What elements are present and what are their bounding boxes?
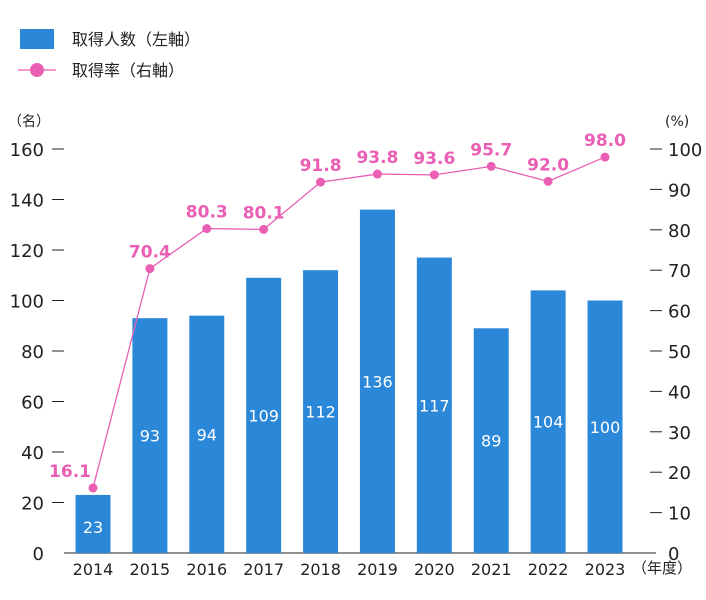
bar (303, 270, 339, 553)
right-tick-label: 80 (668, 221, 691, 242)
left-axis-unit: （名） (8, 114, 50, 130)
left-tick-label: 140 (10, 191, 44, 212)
rate-point (429, 170, 439, 180)
rate-point (372, 169, 382, 179)
x-axis-label: （年度） (632, 559, 692, 577)
left-axis: 0 20 40 60 80 100 120 140 160 (10, 140, 64, 565)
bar-series: 23 93 94 109 112 136 117 89 104 100 (75, 209, 623, 553)
x-tick-label: 2023 (585, 560, 626, 579)
x-axis-ticks: 2014 2015 2016 2017 2018 2019 2020 2021 2022 2023 (73, 560, 626, 579)
rate-point (486, 161, 496, 171)
right-axis-unit: (%) (665, 114, 689, 130)
bar (530, 290, 566, 553)
rate-point (316, 177, 326, 187)
x-tick-label: 2021 (471, 560, 512, 579)
bar (587, 300, 623, 553)
rate-value-label: 80.1 (243, 203, 285, 223)
bar-value-label: 89 (481, 432, 501, 451)
rate-point (600, 152, 610, 162)
right-tick-label: 100 (668, 140, 702, 161)
bar-value-label: 112 (305, 403, 336, 422)
right-tick-label: 0 (668, 544, 679, 565)
rate-point (145, 264, 155, 274)
bar (473, 328, 509, 553)
legend-line-marker (30, 63, 44, 77)
rate-value-label: 93.6 (413, 149, 455, 169)
left-tick-label: 40 (21, 443, 44, 464)
rate-point (543, 176, 553, 186)
bar (75, 494, 111, 553)
bar (189, 315, 225, 553)
rate-value-label: 91.8 (300, 156, 342, 176)
bar-value-label: 94 (197, 425, 217, 444)
rate-value-label: 93.8 (356, 148, 398, 168)
x-tick-label: 2015 (130, 560, 171, 579)
rate-value-label: 98.0 (584, 131, 626, 151)
x-tick-label: 2018 (300, 560, 341, 579)
x-tick-label: 2017 (243, 560, 284, 579)
bar-value-label: 23 (83, 518, 103, 537)
left-tick-label: 160 (10, 140, 44, 161)
right-tick-label: 60 (668, 302, 691, 323)
x-tick-label: 2016 (186, 560, 227, 579)
rate-value-label: 80.3 (186, 203, 228, 223)
left-tick-label: 80 (21, 342, 44, 363)
x-tick-label: 2014 (73, 560, 114, 579)
bar (416, 257, 452, 553)
legend-line-label: 取得率（右軸） (72, 61, 184, 80)
right-tick-label: 30 (668, 423, 691, 444)
bar-value-label: 117 (419, 396, 450, 415)
x-tick-label: 2020 (414, 560, 455, 579)
bar-value-label: 93 (140, 427, 160, 446)
right-tick-label: 90 (668, 180, 691, 201)
left-tick-label: 60 (21, 393, 44, 414)
rate-value-label: 92.0 (527, 155, 569, 175)
rate-value-label: 16.1 (49, 462, 91, 482)
right-tick-label: 50 (668, 342, 691, 363)
rate-value-label: 95.7 (470, 140, 512, 160)
right-tick-label: 20 (668, 463, 691, 484)
rate-point (88, 483, 98, 493)
left-tick-label: 20 (21, 494, 44, 515)
bar (359, 209, 395, 553)
legend-bar-label: 取得人数（左軸） (72, 30, 200, 49)
right-tick-label: 70 (668, 261, 691, 282)
legend-bar-swatch (20, 29, 54, 49)
bar-value-label: 100 (590, 418, 621, 437)
rate-point (202, 224, 212, 234)
left-tick-label: 0 (33, 544, 44, 565)
bar (246, 277, 282, 553)
rate-series: 16.1 70.4 80.3 80.1 91.8 93.8 93.6 95.7 92.0 98.0 (49, 131, 626, 493)
right-tick-label: 10 (668, 504, 691, 525)
bar-value-label: 104 (533, 413, 564, 432)
rate-value-label: 70.4 (129, 243, 171, 263)
x-tick-label: 2019 (357, 560, 398, 579)
right-tick-label: 40 (668, 382, 691, 403)
bar-value-label: 109 (248, 406, 279, 425)
rate-point (259, 224, 269, 234)
bar-value-label: 136 (362, 372, 393, 391)
left-tick-label: 100 (10, 292, 44, 313)
bar (132, 318, 168, 553)
left-tick-label: 120 (10, 241, 44, 262)
x-tick-label: 2022 (528, 560, 569, 579)
legend: 取得人数（左軸） 取得率（右軸） (18, 29, 200, 80)
right-axis: 0 10 20 30 40 50 60 70 80 90 100 (650, 140, 702, 565)
rate-line-path (92, 156, 606, 489)
